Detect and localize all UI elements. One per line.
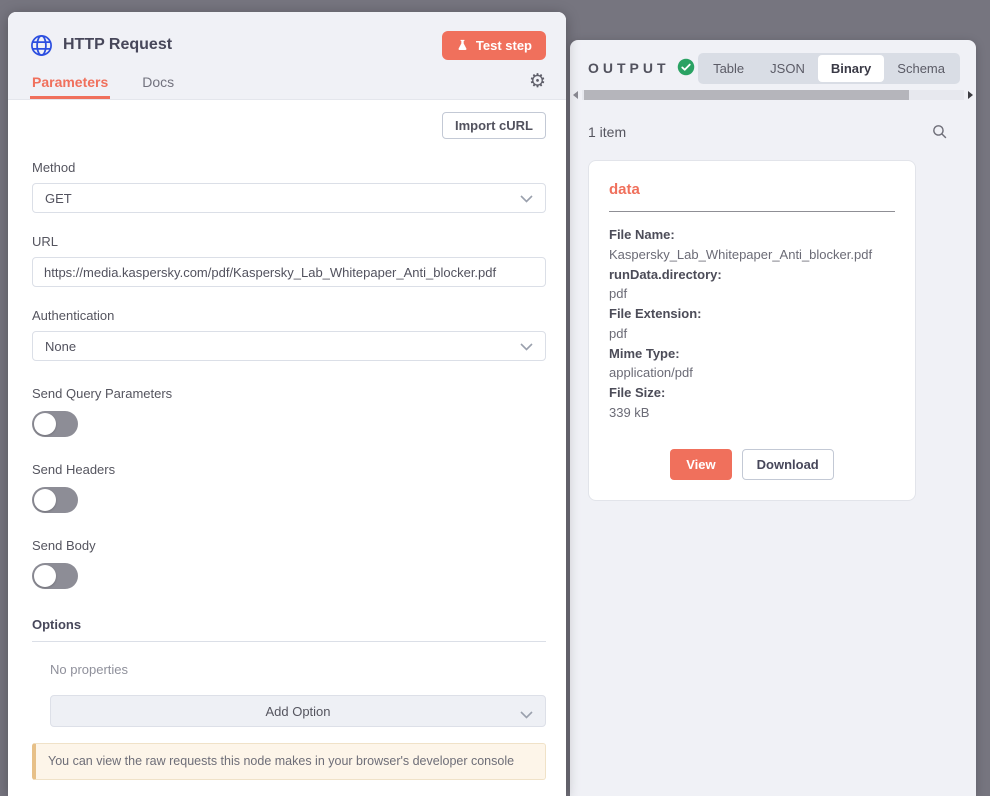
node-settings-panel: HTTP Request Test step Parameters Docs ⚙… xyxy=(8,12,566,796)
method-label: Method xyxy=(32,160,76,175)
options-empty-text: No properties xyxy=(50,662,129,677)
send-body-label: Send Body xyxy=(32,538,96,553)
flask-icon xyxy=(456,38,469,52)
file-name-label: File Name: xyxy=(609,227,675,242)
search-icon[interactable] xyxy=(931,123,948,140)
url-label: URL xyxy=(32,234,59,249)
node-settings-header: HTTP Request Test step Parameters Docs ⚙ xyxy=(8,12,566,100)
url-input[interactable] xyxy=(32,257,546,287)
output-panel: OUTPUT Table JSON Binary Schema 1 item xyxy=(570,40,976,796)
chevron-down-icon xyxy=(520,339,533,354)
divider xyxy=(609,211,895,212)
add-option-button[interactable]: Add Option xyxy=(50,695,546,727)
binary-data-title: data xyxy=(609,181,640,198)
horizontal-scrollbar[interactable] xyxy=(570,89,976,101)
output-panel-title: OUTPUT xyxy=(588,60,670,76)
import-curl-button[interactable]: Import cURL xyxy=(442,112,546,139)
tab-binary[interactable]: Binary xyxy=(817,55,885,82)
options-heading: Options xyxy=(32,617,546,642)
authentication-label: Authentication xyxy=(32,308,115,323)
scrollbar-thumb[interactable] xyxy=(584,90,909,100)
file-name-value: Kaspersky_Lab_Whitepaper_Anti_blocker.pd… xyxy=(609,246,873,262)
gear-icon[interactable]: ⚙ xyxy=(528,71,546,92)
method-select[interactable]: GET xyxy=(32,183,546,213)
authentication-field-group: Authentication None xyxy=(32,308,546,361)
items-count: 1 item xyxy=(588,123,627,140)
rundata-directory-value: pdf xyxy=(609,286,628,302)
globe-icon xyxy=(30,34,53,57)
send-headers-label: Send Headers xyxy=(32,462,116,477)
send-headers-group: Send Headers xyxy=(32,462,546,513)
rundata-directory-label: runData.directory: xyxy=(609,266,722,282)
chevron-down-icon xyxy=(520,191,533,206)
developer-console-notice: You can view the raw requests this node … xyxy=(32,743,546,781)
file-extension-label: File Extension: xyxy=(609,306,702,321)
file-size-value: 339 kB xyxy=(609,404,650,420)
send-body-toggle[interactable] xyxy=(32,563,78,589)
mime-type-value: application/pdf xyxy=(609,365,693,381)
chevron-down-icon xyxy=(520,707,533,722)
success-check-icon xyxy=(677,58,695,76)
tab-parameters[interactable]: Parameters xyxy=(30,74,111,99)
test-step-button[interactable]: Test step xyxy=(441,30,546,60)
tab-table[interactable]: Table xyxy=(713,61,745,76)
tab-schema[interactable]: Schema xyxy=(897,61,945,76)
authentication-select[interactable]: None xyxy=(32,331,546,361)
scrollbar-track[interactable] xyxy=(582,90,964,100)
tab-docs[interactable]: Docs xyxy=(142,74,175,90)
file-size-label: File Size: xyxy=(609,385,666,400)
send-query-parameters-label: Send Query Parameters xyxy=(32,386,173,401)
node-title: HTTP Request xyxy=(63,36,173,53)
output-tab-group: Table JSON Binary Schema xyxy=(698,53,960,84)
send-headers-toggle[interactable] xyxy=(32,487,78,513)
send-query-parameters-group: Send Query Parameters xyxy=(32,386,546,437)
method-field-group: Method GET xyxy=(32,160,546,213)
download-button[interactable]: Download xyxy=(741,448,834,480)
scroll-right-arrow-icon[interactable] xyxy=(968,91,973,99)
mime-type-label: Mime Type: xyxy=(609,345,680,361)
file-extension-value: pdf xyxy=(609,325,628,341)
tab-json[interactable]: JSON xyxy=(770,61,805,76)
binary-data-card: data File Name: Kaspersky_Lab_Whitepaper… xyxy=(588,160,916,501)
view-button[interactable]: View xyxy=(670,448,732,480)
scroll-left-arrow-icon[interactable] xyxy=(573,91,578,99)
send-body-group: Send Body xyxy=(32,538,546,589)
send-query-parameters-toggle[interactable] xyxy=(32,411,78,437)
url-field-group: URL xyxy=(32,234,546,287)
